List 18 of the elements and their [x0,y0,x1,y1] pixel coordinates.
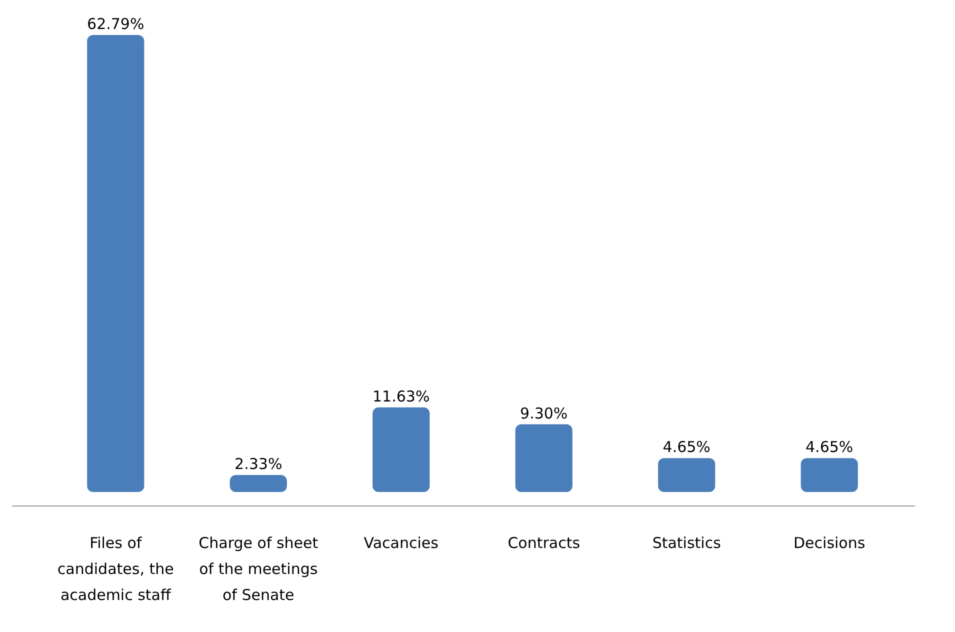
x-tick-label: Decisions [794,534,866,552]
data-label: 9.30% [520,404,568,422]
x-tick-label: Statistics [652,534,722,552]
bar [658,458,716,492]
bar [372,407,430,492]
data-label: 4.65% [662,438,710,456]
data-label: 2.33% [234,455,282,474]
bar [515,424,572,492]
bar [800,458,858,492]
x-tick-label: Vacancies [364,534,439,552]
data-label: 4.65% [806,438,854,456]
x-tick-label: Files of candidates, the academic staff [57,534,174,604]
x-tick-label: Contracts [508,534,580,552]
bar [230,475,287,492]
data-label: 62.79% [87,15,144,33]
x-tick-label: Charge of sheet of the meetings of Senate [198,534,318,604]
data-label: 11.63% [372,387,430,406]
bar [87,35,144,492]
